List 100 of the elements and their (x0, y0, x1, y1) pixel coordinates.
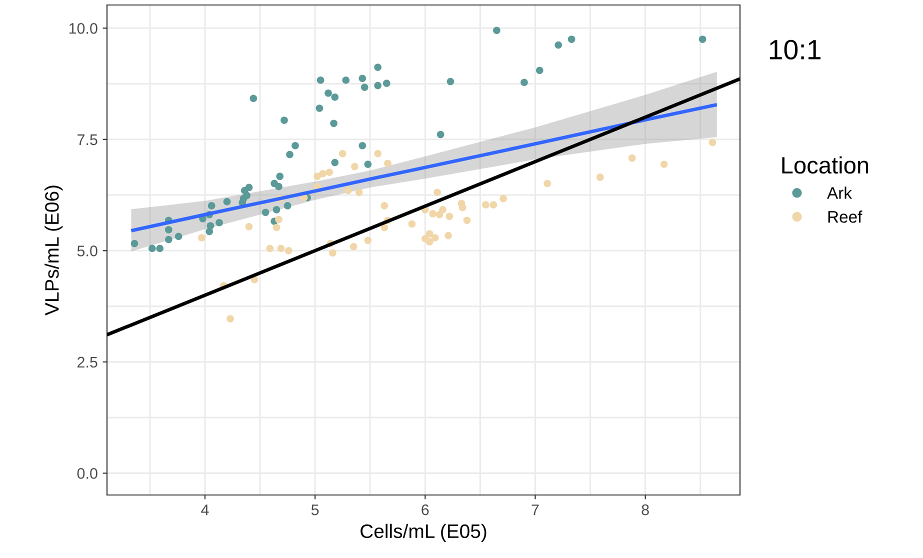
point (408, 220, 416, 228)
point (458, 204, 466, 212)
point (429, 210, 437, 218)
point (426, 238, 434, 246)
point (331, 93, 339, 101)
point (374, 82, 382, 90)
point (286, 150, 294, 158)
point (198, 234, 206, 242)
point (275, 182, 282, 190)
legend-title: Location (782, 156, 868, 174)
point (490, 201, 498, 208)
x-tick-label: 7 (532, 504, 539, 516)
point (500, 194, 507, 202)
point (226, 315, 234, 322)
point (223, 198, 231, 206)
point (330, 120, 338, 128)
point (344, 186, 352, 194)
point (324, 89, 332, 97)
point (660, 160, 668, 168)
point (316, 104, 324, 112)
point (292, 142, 299, 150)
point (463, 216, 471, 224)
y-tick-label: 2.5 (78, 356, 98, 368)
point (266, 244, 274, 252)
point (708, 138, 716, 146)
y-axis-title: VLPs/mL (E06) (44, 186, 63, 316)
point (355, 188, 363, 196)
point (338, 150, 346, 158)
point (568, 36, 576, 43)
point (358, 74, 366, 82)
point (364, 160, 372, 168)
point (444, 232, 452, 240)
point (130, 240, 138, 248)
point (520, 78, 528, 86)
x-tick-label: 4 (201, 504, 209, 516)
point (380, 202, 388, 210)
point (250, 94, 258, 102)
point (374, 64, 382, 71)
point (148, 244, 156, 252)
point (434, 188, 441, 196)
point (446, 212, 454, 220)
point (316, 76, 324, 84)
point (319, 170, 326, 178)
point (360, 84, 368, 92)
legend-label: Reef (828, 210, 862, 223)
point (482, 201, 490, 208)
point (174, 232, 182, 240)
point (326, 168, 334, 176)
line-series (129, 102, 719, 232)
point (342, 76, 350, 84)
point (216, 218, 223, 226)
point (384, 160, 392, 168)
y-tick-label: 0.0 (77, 468, 98, 479)
point (284, 246, 292, 254)
point (380, 224, 388, 232)
x-axis-title: Cells/mL (E05) (360, 524, 486, 542)
point (364, 236, 372, 244)
point (350, 242, 358, 250)
point (351, 162, 358, 170)
point (536, 66, 544, 74)
legend-label: Ark (827, 186, 852, 199)
y-tick-label: 5.0 (77, 246, 98, 256)
point (314, 172, 321, 180)
point (275, 216, 282, 224)
point (698, 36, 706, 43)
point (446, 78, 454, 86)
point (208, 202, 216, 210)
point (272, 224, 280, 232)
x-tick-label: 6 (422, 504, 429, 516)
point (439, 206, 446, 214)
point (358, 142, 366, 150)
point (206, 228, 214, 236)
point (554, 41, 562, 49)
point (436, 130, 444, 138)
point (628, 154, 636, 162)
y-tick-label: 10.0 (69, 23, 98, 34)
point (245, 222, 253, 230)
point (596, 174, 604, 181)
point (164, 236, 172, 244)
point (284, 202, 292, 210)
x-tick-label: 5 (311, 504, 319, 516)
point (245, 184, 253, 192)
point (544, 180, 552, 188)
point (431, 234, 439, 242)
point (276, 172, 284, 180)
point (280, 116, 288, 124)
point (262, 208, 270, 216)
point (374, 150, 382, 158)
point (272, 206, 280, 214)
point (426, 230, 434, 238)
point (382, 80, 390, 88)
point (329, 249, 336, 257)
point (331, 158, 339, 166)
x-tick-label: 8 (642, 504, 649, 516)
point (164, 226, 172, 234)
series-label: 10:1 (770, 40, 820, 60)
point (493, 26, 500, 34)
point (277, 244, 285, 252)
point (156, 244, 164, 252)
y-tick-label: 7.5 (78, 134, 98, 146)
